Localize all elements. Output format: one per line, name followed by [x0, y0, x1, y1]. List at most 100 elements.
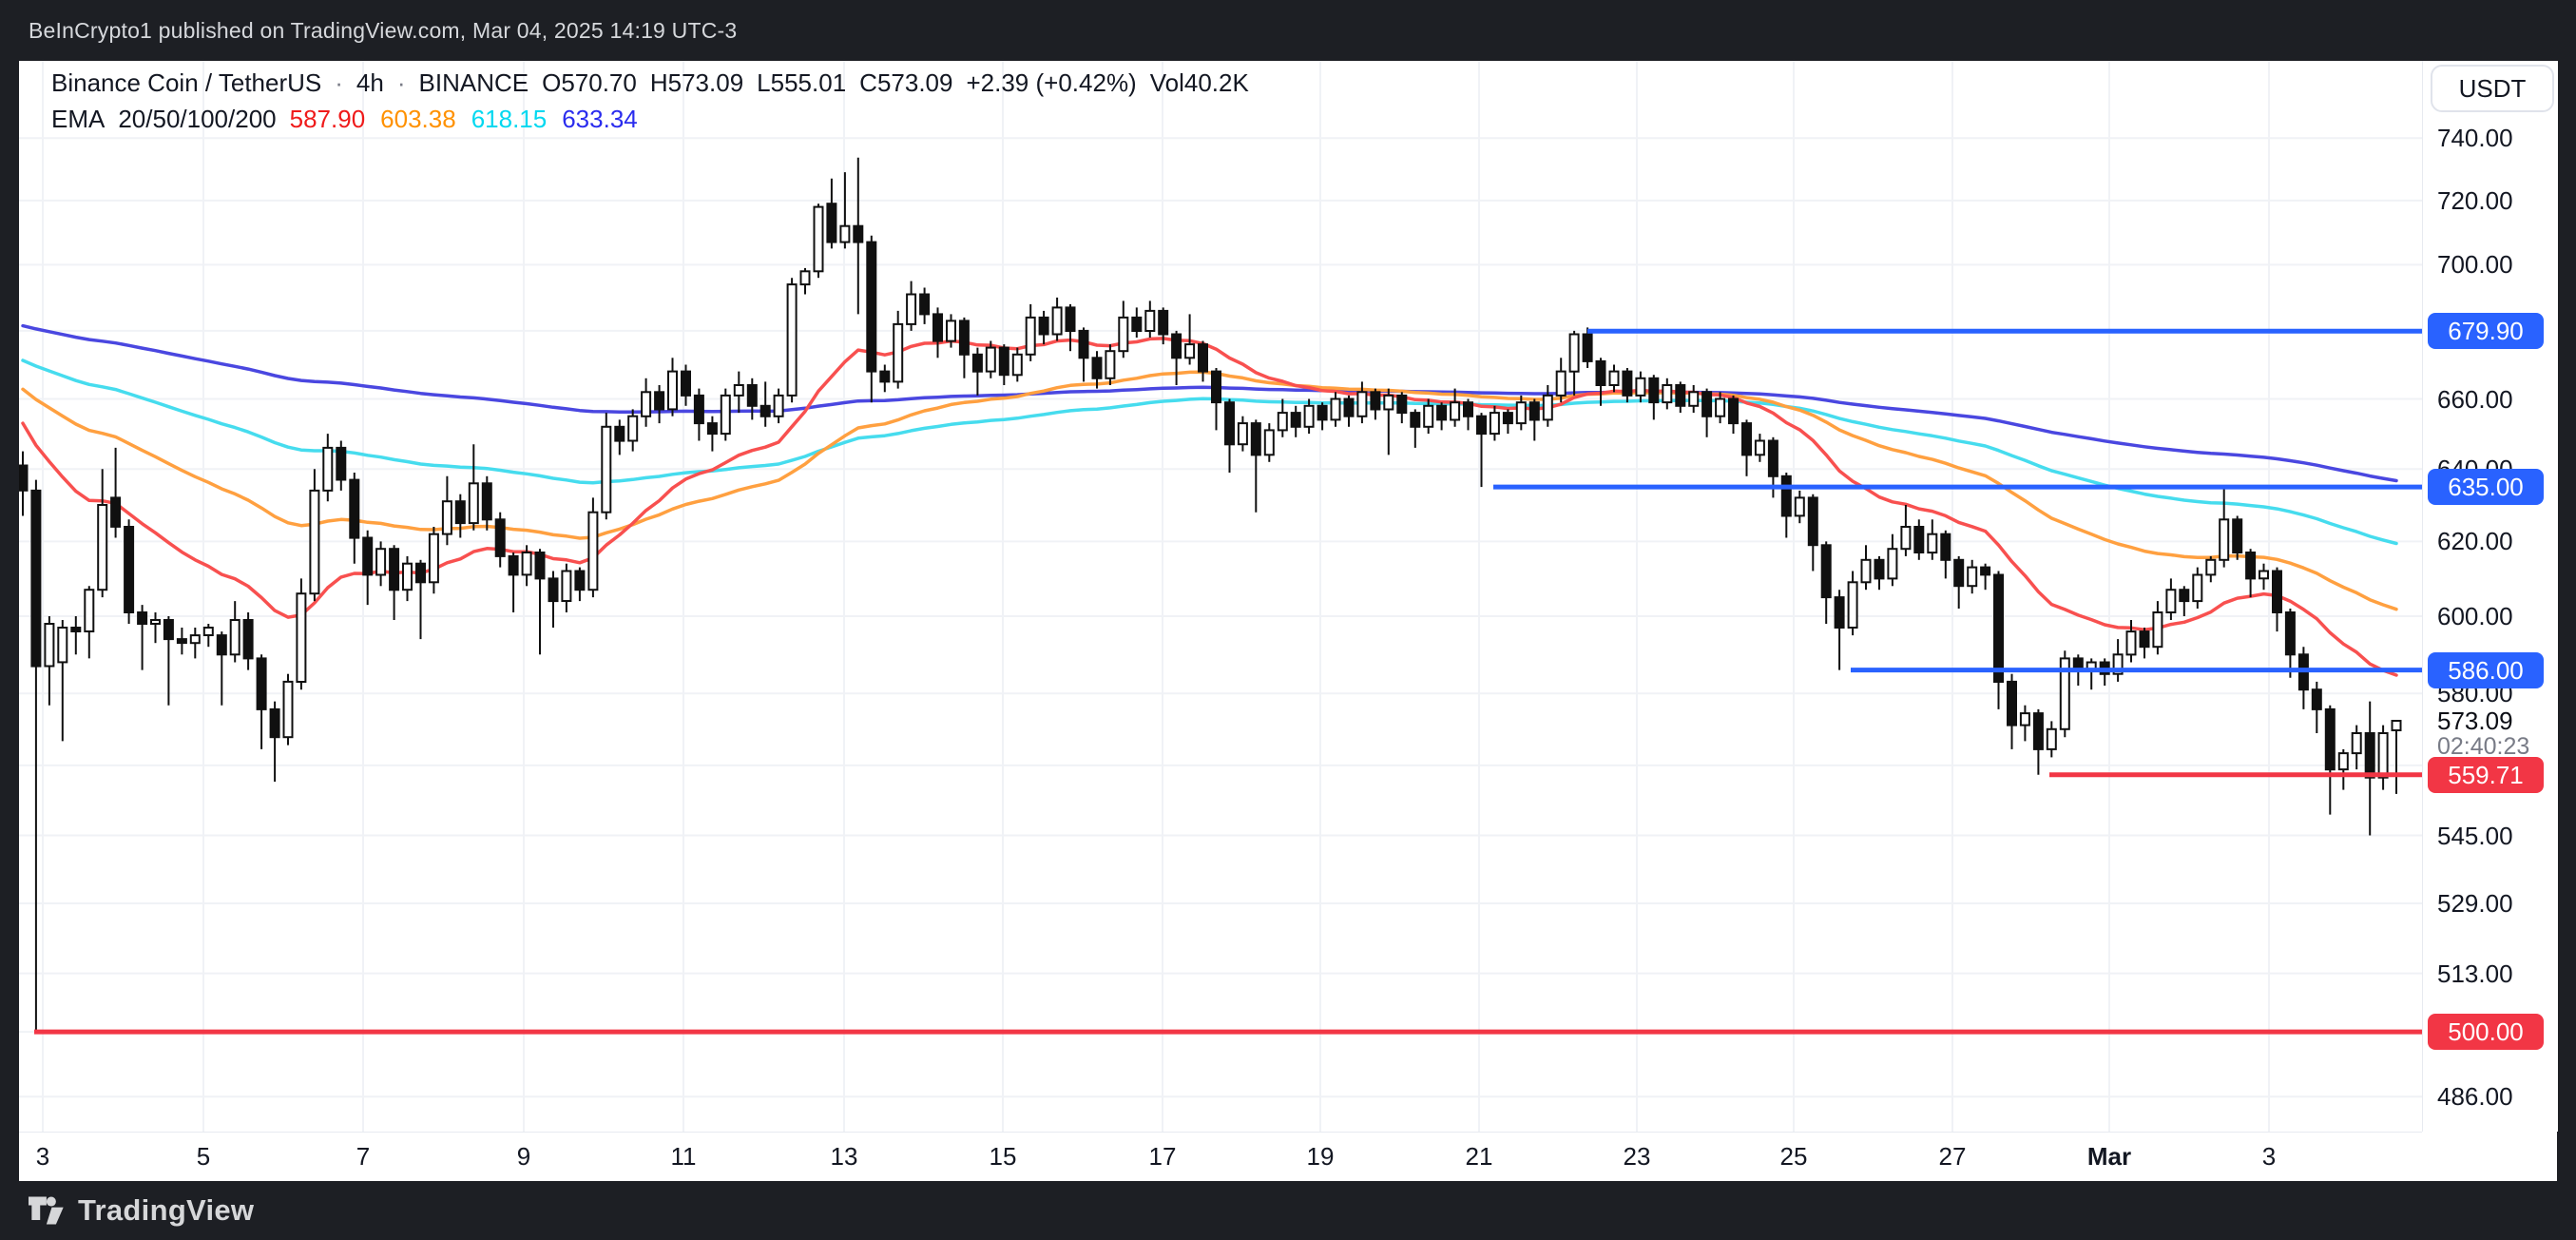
candle — [2112, 653, 2124, 675]
candle — [799, 270, 811, 286]
candle — [1198, 343, 1208, 373]
candlestick-chart[interactable] — [19, 61, 2422, 1132]
candle — [2046, 727, 2057, 750]
price-tick-660.00: 660.00 — [2437, 385, 2513, 414]
currency-toggle-button[interactable]: USDT — [2431, 65, 2554, 112]
candle — [402, 562, 413, 591]
tradingview-logo[interactable]: TradingView — [29, 1193, 254, 1228]
candle — [1144, 309, 1156, 332]
price-level-badge-559.71[interactable]: 559.71 — [2428, 757, 2544, 793]
candle — [1568, 333, 1580, 373]
chart-pane[interactable] — [19, 61, 2422, 1132]
candle — [1410, 412, 1421, 428]
price-level-badge-586.00[interactable]: 586.00 — [2428, 652, 2544, 688]
price-level-badge-500.00[interactable]: 500.00 — [2428, 1014, 2544, 1050]
candle — [548, 577, 559, 603]
candle — [1741, 422, 1752, 456]
candle — [826, 203, 837, 243]
candle — [1847, 581, 1858, 629]
candle — [1834, 596, 1845, 629]
candle — [1820, 544, 1832, 599]
candle — [932, 313, 943, 342]
levels-layer[interactable] — [34, 328, 2422, 1035]
candle — [534, 552, 546, 580]
price-level-badge-635.00[interactable]: 635.00 — [2428, 469, 2544, 505]
ema-200-line — [21, 323, 2398, 483]
candle — [1927, 533, 1938, 554]
candle — [1237, 422, 1248, 446]
candle — [137, 611, 148, 625]
candle — [627, 415, 639, 442]
time-label-21: 21 — [1465, 1142, 1493, 1171]
candle — [919, 293, 931, 316]
candle — [853, 224, 864, 243]
candle — [1780, 475, 1792, 517]
price-axis[interactable]: USDT 740.00720.00700.00660.00640.00620.0… — [2422, 61, 2558, 1132]
time-axis[interactable]: 3 5 7 9 11 13 15 17 19 21 23 25 27 Mar 3 — [19, 1132, 2422, 1182]
candle — [242, 619, 254, 660]
candle — [1675, 384, 1686, 407]
candle — [839, 224, 851, 243]
candle — [786, 283, 798, 397]
candle — [1065, 306, 1076, 332]
candle — [454, 500, 466, 525]
time-label-17: 17 — [1148, 1142, 1177, 1171]
candle — [349, 478, 360, 539]
candle — [866, 241, 877, 373]
candle — [2351, 732, 2362, 755]
candle — [389, 548, 400, 591]
candle — [57, 627, 68, 664]
candle — [654, 391, 665, 411]
time-label-13: 13 — [830, 1142, 858, 1171]
candle — [1688, 391, 1700, 407]
candle — [1767, 439, 1778, 477]
price-tick-600.00: 600.00 — [2437, 602, 2513, 630]
candle — [2152, 611, 2163, 649]
candle — [1224, 401, 1235, 446]
candle — [1303, 404, 1315, 428]
time-label-Mar: Mar — [2086, 1142, 2132, 1171]
price-tick-513.00: 513.00 — [2437, 959, 2513, 988]
candle — [2179, 589, 2190, 603]
attribution-text: BeInCrypto1 published on TradingView.com… — [29, 17, 738, 43]
candle — [2284, 611, 2296, 656]
chart-card: Binance Coin / TetherUS · 4h · BINANCE O… — [19, 61, 2558, 1182]
candle — [879, 370, 891, 383]
candle — [362, 536, 374, 576]
candle — [946, 320, 956, 342]
tradingview-icon — [29, 1196, 64, 1225]
candle — [2259, 570, 2269, 580]
candle — [641, 391, 652, 417]
time-label-25: 25 — [1779, 1142, 1808, 1171]
candle — [1489, 412, 1500, 436]
candle — [2272, 570, 2282, 613]
candle — [1635, 377, 1646, 397]
candle — [1967, 566, 1978, 588]
candle — [415, 562, 426, 584]
candle — [189, 634, 201, 645]
candle — [1476, 415, 1487, 436]
candle — [1622, 370, 1633, 397]
candle — [2007, 680, 2017, 727]
candle — [2192, 573, 2203, 603]
candle — [2125, 630, 2137, 656]
candle — [2245, 552, 2257, 580]
candle — [508, 554, 519, 576]
candle — [521, 552, 532, 576]
candle — [468, 482, 479, 525]
candle — [97, 504, 108, 591]
candle — [1953, 558, 1965, 588]
candle — [1648, 377, 1660, 404]
time-label-15: 15 — [989, 1142, 1017, 1171]
candle — [1450, 401, 1461, 421]
candle — [561, 570, 572, 602]
price-level-badge-679.90[interactable]: 679.90 — [2428, 313, 2544, 349]
candle — [1263, 429, 1275, 456]
candle — [322, 446, 334, 492]
candle — [1900, 526, 1912, 551]
candle — [1913, 526, 1925, 553]
candle — [1980, 566, 1991, 576]
candle — [1807, 496, 1818, 547]
candle — [1715, 397, 1726, 417]
candle — [614, 425, 625, 442]
